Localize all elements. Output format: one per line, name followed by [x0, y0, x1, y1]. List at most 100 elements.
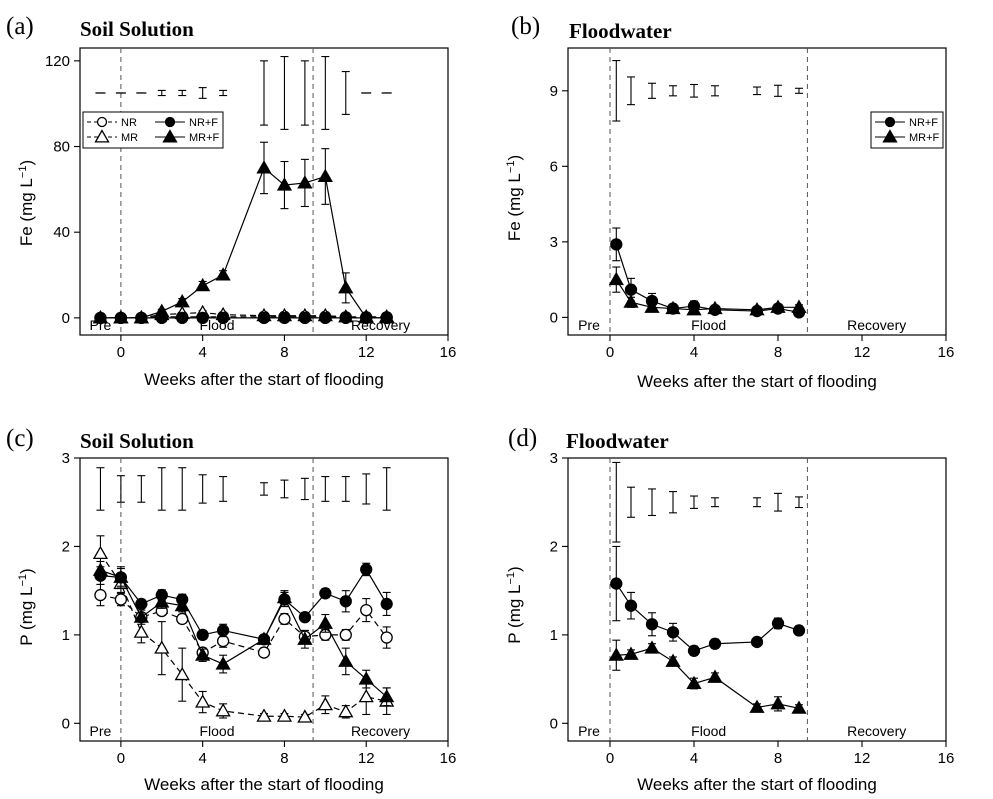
data-point — [278, 612, 291, 626]
data-point — [92, 310, 109, 324]
data-point — [216, 624, 230, 637]
data-point — [749, 699, 765, 713]
x-tick-label: 16 — [938, 750, 955, 767]
data-point — [216, 634, 230, 648]
data-point — [358, 688, 374, 703]
x-axis-label: Weeks after the start of flooding — [637, 372, 877, 391]
data-point — [623, 646, 639, 660]
legend-label: MR+F — [909, 132, 940, 144]
data-point — [297, 175, 313, 189]
data-point — [360, 603, 373, 617]
data-point — [174, 597, 190, 612]
lsd-bar — [612, 461, 621, 543]
panel-a: (a) Soil Solution Weeks after the start … — [6, 13, 456, 389]
data-point — [770, 299, 786, 313]
x-tick-label: 8 — [280, 344, 288, 361]
data-point — [791, 299, 807, 313]
data-point — [154, 640, 170, 654]
series-line — [615, 583, 800, 652]
lsd-bar — [711, 85, 719, 97]
y-tick-label: 0 — [62, 310, 70, 327]
lsd-bar — [300, 477, 309, 501]
x-tick-label: 12 — [854, 344, 871, 361]
legend-marker — [94, 129, 110, 143]
data-point — [687, 644, 701, 657]
data-point — [154, 594, 170, 608]
legend-label: MR+F — [189, 132, 220, 144]
data-point — [317, 168, 333, 183]
legend: NR+F MR+F — [870, 111, 944, 149]
data-point — [380, 631, 393, 644]
data-point — [174, 666, 190, 681]
x-axis-label: Weeks after the start of flooding — [144, 775, 384, 794]
phase-label: Flood — [199, 723, 234, 739]
data-point — [686, 302, 702, 316]
data-point — [297, 709, 313, 723]
legend-marker — [884, 116, 896, 128]
y-tick-label: 3 — [62, 450, 70, 467]
data-point — [215, 703, 231, 717]
panel-c: (c) Soil Solution Weeks after the start … — [6, 425, 456, 794]
data-point — [686, 675, 702, 690]
series-mr-plus-f — [92, 141, 395, 324]
lsd-bar — [362, 473, 371, 505]
panel-label: (a) — [6, 13, 34, 40]
phase-label: Flood — [691, 723, 726, 739]
x-tick-label: 16 — [938, 344, 955, 361]
data-point — [358, 310, 374, 324]
phase-label: Recovery — [351, 723, 410, 739]
series-mr-plus-f — [608, 266, 807, 316]
data-point — [276, 589, 293, 604]
x-tick-label: 16 — [440, 344, 457, 361]
y-tick-label: 3 — [550, 234, 558, 251]
lsd-bar — [648, 82, 656, 99]
lsd-bar — [198, 474, 207, 504]
x-tick-label: 0 — [117, 344, 125, 361]
data-point — [133, 624, 149, 638]
legend-marker — [164, 116, 176, 128]
x-axis-label: Weeks after the start of flooding — [637, 775, 877, 794]
data-point — [298, 311, 312, 325]
data-point — [339, 628, 352, 642]
y-tick-label: 0 — [550, 715, 558, 732]
data-point — [195, 647, 211, 661]
data-point — [379, 688, 395, 703]
data-point — [339, 595, 352, 608]
lsd-bar — [669, 491, 677, 514]
data-point — [750, 635, 764, 649]
phase-label: Pre — [578, 317, 600, 333]
lsd-bar — [669, 85, 677, 97]
data-point — [749, 302, 765, 316]
data-point — [645, 618, 659, 631]
lsd-bar — [627, 76, 635, 106]
x-tick-label: 4 — [690, 344, 698, 361]
lsd-bar — [321, 476, 330, 502]
panel-title: Soil Solution — [80, 429, 194, 453]
x-tick-label: 8 — [774, 344, 782, 361]
lsd-bar — [157, 467, 166, 511]
y-tick-label: 1 — [62, 627, 70, 644]
phase-label: Pre — [90, 723, 112, 739]
data-point — [608, 271, 624, 286]
data-point — [623, 294, 639, 308]
data-point — [358, 671, 374, 685]
data-point — [276, 177, 293, 191]
lsd-bar — [198, 87, 207, 99]
panel-label: (b) — [511, 13, 540, 40]
plot-frame — [79, 47, 449, 336]
data-point — [298, 611, 312, 624]
legend-marker — [162, 129, 178, 143]
phase-label: Recovery — [351, 317, 410, 333]
y-tick-label: 3 — [550, 450, 558, 467]
data-point — [257, 311, 271, 325]
legend-label: NR+F — [189, 117, 218, 129]
legend-label: NR — [121, 117, 137, 129]
x-tick-label: 0 — [117, 750, 125, 767]
y-axis-label: Fe (mg L−1) — [505, 155, 524, 241]
lsd-bar — [795, 496, 803, 509]
lsd-bar — [690, 495, 698, 509]
data-point — [317, 696, 333, 711]
data-point — [133, 609, 149, 623]
series-line — [615, 244, 800, 313]
phase-label: Recovery — [847, 317, 906, 333]
